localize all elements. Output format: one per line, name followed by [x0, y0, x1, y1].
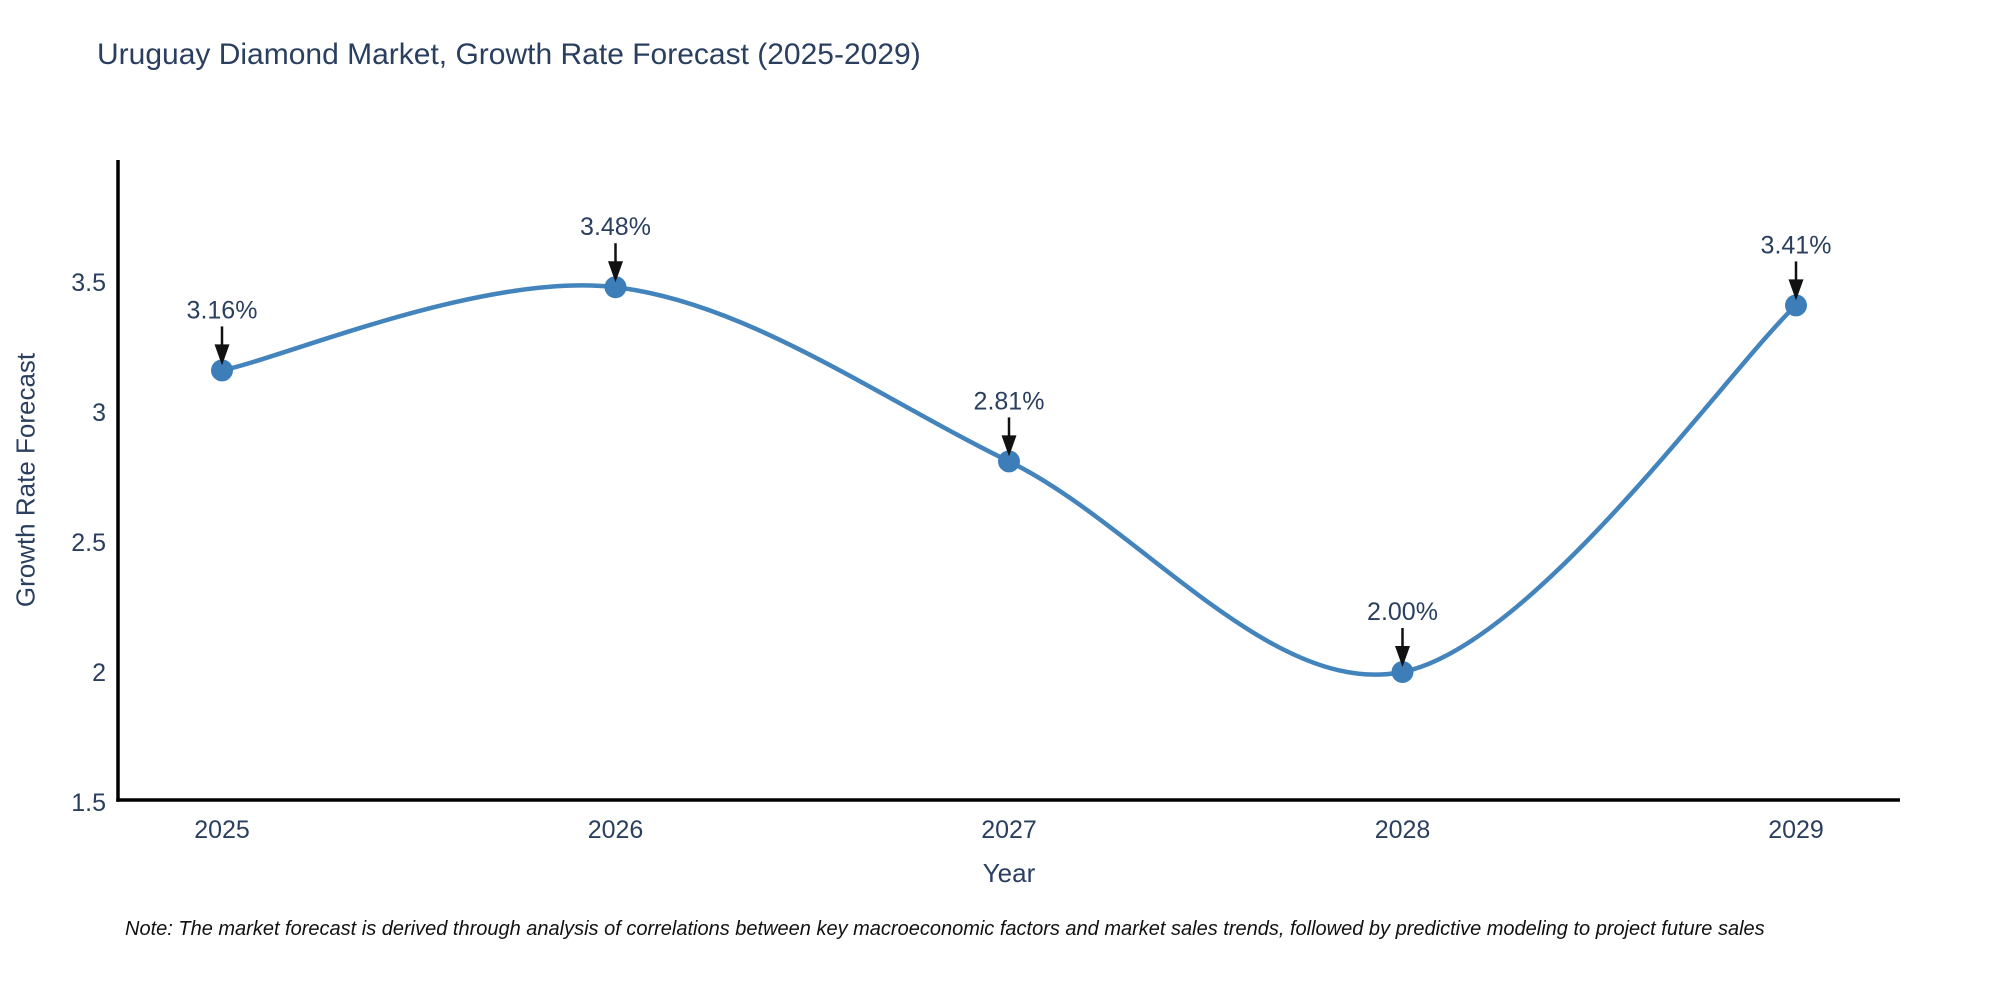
x-axis-title: Year [982, 858, 1036, 888]
x-tick-label: 2025 [194, 816, 250, 844]
annotation-arrow-head [1395, 646, 1410, 667]
point-value-label: 3.41% [1761, 231, 1832, 259]
point-value-label: 2.81% [974, 387, 1045, 415]
data-point-marker [211, 359, 233, 382]
annotation-arrow-head [1788, 279, 1804, 301]
y-tick-label: 3 [92, 399, 106, 427]
x-tick-label: 2029 [1768, 816, 1824, 844]
x-tick-label: 2028 [1375, 816, 1431, 844]
x-tick-label: 2027 [981, 816, 1037, 844]
data-point-marker [1391, 661, 1414, 683]
annotation-arrow-head [214, 344, 230, 366]
y-tick-label: 1.5 [71, 789, 106, 817]
y-tick-label: 2.5 [71, 529, 106, 557]
point-value-label: 3.16% [187, 296, 258, 324]
annotation-arrow-head [608, 261, 623, 283]
y-tick-label: 3.5 [71, 269, 106, 297]
data-point-marker [998, 450, 1020, 473]
data-point-marker [604, 276, 627, 299]
y-tick-label: 2 [92, 659, 106, 687]
data-point-marker [1785, 294, 1807, 317]
annotation-arrow-head [1001, 435, 1017, 457]
chart-title: Uruguay Diamond Market, Growth Rate Fore… [97, 38, 921, 71]
point-value-label: 3.48% [580, 213, 651, 241]
forecast-line [219, 283, 1799, 677]
footnote: Note: The market forecast is derived thr… [125, 918, 1765, 940]
point-value-label: 2.00% [1367, 598, 1438, 626]
x-tick-label: 2026 [588, 816, 644, 844]
